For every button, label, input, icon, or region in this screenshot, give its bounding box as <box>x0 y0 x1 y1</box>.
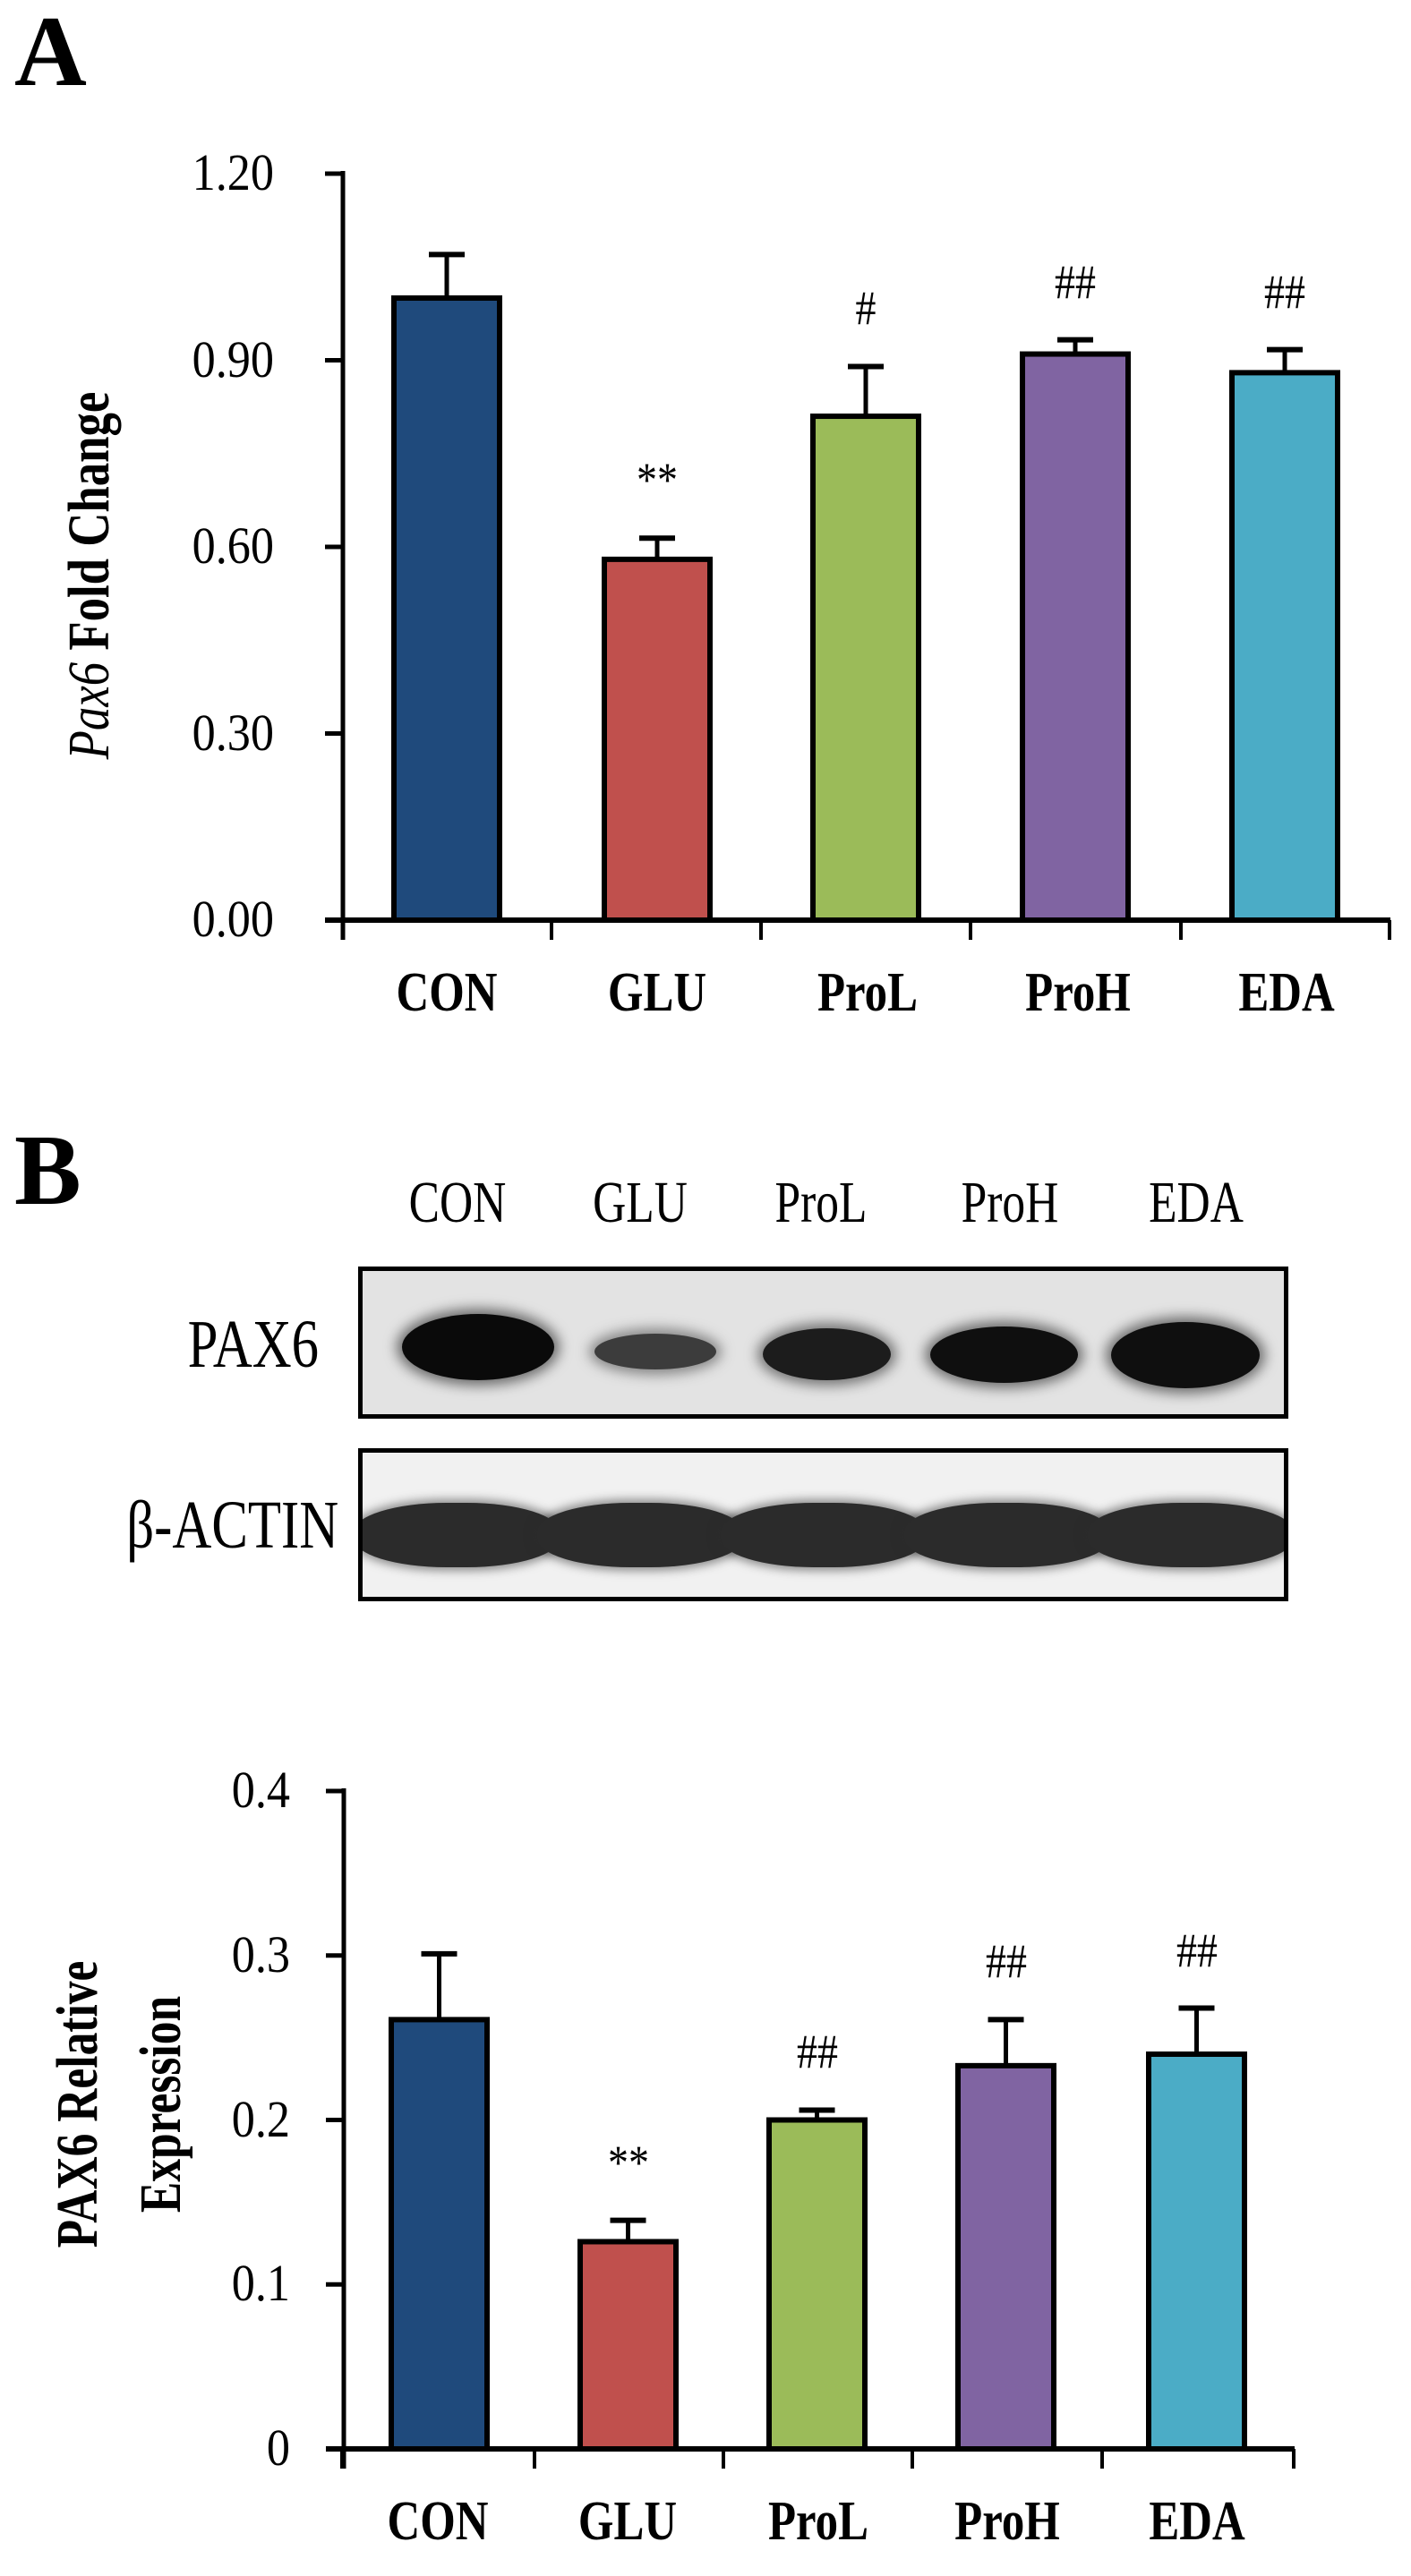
blot-lane-label-con: CON <box>408 1170 507 1235</box>
chart-a-x-label-eda: EDA <box>1238 962 1335 1023</box>
chart-a-x-label-con: CON <box>396 962 498 1023</box>
chart-b-x-label-eda: EDA <box>1149 2491 1245 2552</box>
blot-row-label-pax6: PAX6 <box>187 1307 319 1382</box>
chart-b-bar-con <box>389 2017 490 2452</box>
chart-b-y-tick-label: 0.1 <box>231 2254 290 2313</box>
blot-pax6-strip <box>358 1267 1288 1419</box>
blot-lane-label-proh: ProH <box>961 1170 1059 1235</box>
chart-b-x-label-con: CON <box>387 2491 489 2552</box>
chart-a-bar-proh <box>1020 351 1131 923</box>
band-actin-eda <box>1088 1503 1284 1567</box>
chart-b-y-tick-label: 0.4 <box>231 1761 290 1819</box>
chart-a-significance-glu: ** <box>637 453 678 508</box>
y-axis-title-b-line1: PAX6 Relative <box>45 1960 110 2248</box>
panel-b-label: B <box>14 1115 81 1226</box>
chart-b-bar-proh <box>955 2062 1056 2452</box>
chart-a-x-label-prol: ProL <box>817 962 919 1023</box>
chart-a-y-tick-label: 1.20 <box>192 143 274 201</box>
chart-a-bar-prol <box>810 414 921 923</box>
chart-a-y-tick-label: 0.90 <box>192 329 274 388</box>
chart-b-x-label-prol: ProL <box>767 2491 869 2552</box>
band-pax6-eda <box>1111 1322 1260 1388</box>
chart-a-y-tick-label: 0.30 <box>192 703 274 762</box>
chart-a-x-label-glu: GLU <box>607 962 707 1023</box>
chart-a-bar-eda <box>1229 370 1340 923</box>
chart-b-significance-eda: ## <box>1176 1923 1218 1977</box>
chart-a-significance-eda: ## <box>1264 264 1305 319</box>
chart-a-y-tick-label: 0.60 <box>192 516 274 575</box>
chart-a-bar-glu <box>602 556 713 924</box>
blot-lane-label-glu: GLU <box>593 1170 688 1235</box>
chart-b-x-label-glu: GLU <box>577 2491 678 2552</box>
chart-a-y-tick-label: 0.00 <box>192 890 274 948</box>
chart-b-bar-prol <box>766 2117 868 2452</box>
band-actin-con <box>363 1503 560 1567</box>
chart-a-x-label-proh: ProH <box>1025 962 1131 1023</box>
chart-b-bar-eda <box>1146 2051 1247 2452</box>
blot-actin-strip <box>358 1448 1288 1601</box>
chart-b-significance-glu: ** <box>607 2135 649 2189</box>
chart-b-y-tick-label: 0.3 <box>231 1924 290 1983</box>
chart-a-bar-con <box>391 295 502 923</box>
band-pax6-con <box>402 1314 554 1380</box>
band-pax6-prol <box>763 1328 891 1380</box>
band-actin-glu <box>537 1503 743 1567</box>
band-pax6-proh <box>930 1326 1078 1383</box>
chart-a-plot-area <box>325 171 1391 940</box>
panel-a-label: A <box>14 0 87 107</box>
chart-a-significance-proh: ## <box>1055 254 1096 309</box>
chart-b-significance-proh: ## <box>985 1934 1027 1989</box>
blot-lane-label-eda: EDA <box>1149 1170 1244 1235</box>
band-actin-prol <box>721 1503 927 1567</box>
chart-b-bar-glu <box>577 2239 679 2452</box>
chart-a-significance-prol: # <box>855 281 877 336</box>
chart-b-significance-prol: ## <box>796 2025 838 2079</box>
band-pax6-glu <box>594 1334 716 1369</box>
blot-row-label-actin: β-ACTIN <box>126 1488 338 1563</box>
band-actin-proh <box>904 1503 1110 1567</box>
chart-b-y-tick-label: 0 <box>266 2418 290 2477</box>
chart-b-x-label-proh: ProH <box>954 2491 1060 2552</box>
chart-b-y-tick-label: 0.2 <box>231 2089 290 2148</box>
blot-lane-label-prol: ProL <box>774 1170 868 1235</box>
